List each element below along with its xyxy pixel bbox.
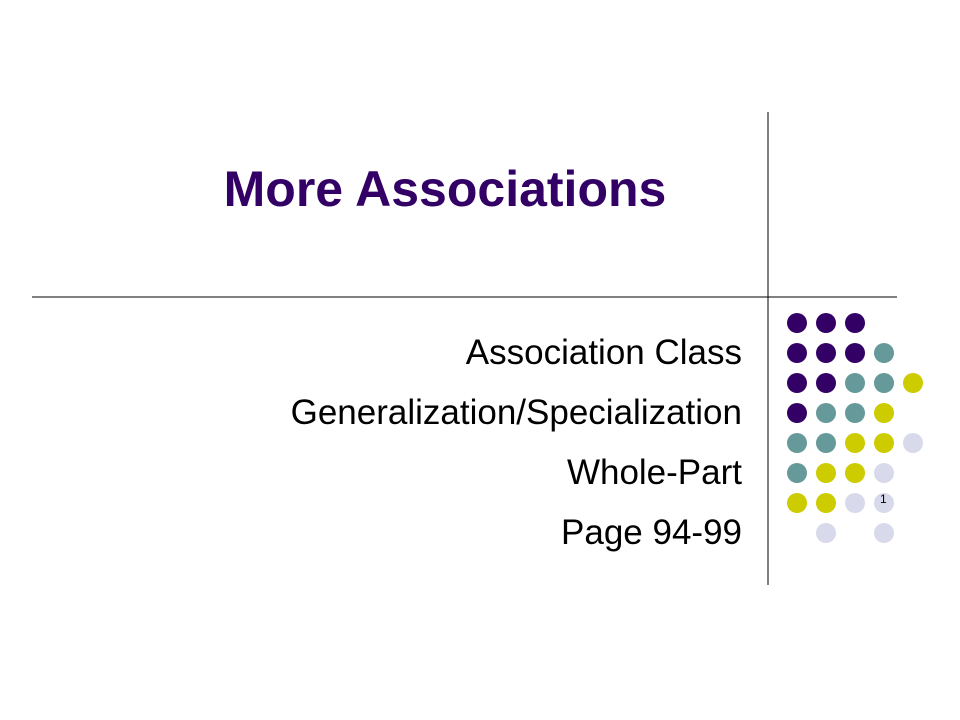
dot <box>816 463 836 483</box>
dot <box>845 373 865 393</box>
subtitle-line: Page 94-99 <box>561 513 742 552</box>
dot <box>845 403 865 423</box>
dot <box>787 433 807 453</box>
dot <box>874 403 894 423</box>
dot <box>816 523 836 543</box>
dot <box>845 493 865 513</box>
dot <box>787 373 807 393</box>
dot <box>816 433 836 453</box>
dot <box>874 463 894 483</box>
dot <box>874 373 894 393</box>
dot <box>903 433 923 453</box>
dot <box>816 403 836 423</box>
dot <box>787 493 807 513</box>
subtitle-line: Generalization/Specialization <box>290 393 742 432</box>
dot <box>874 433 894 453</box>
dot <box>874 343 894 363</box>
dot <box>816 493 836 513</box>
dot <box>845 463 865 483</box>
subtitle-line: Whole-Part <box>566 453 742 492</box>
dot <box>816 373 836 393</box>
dot <box>816 343 836 363</box>
title: More Associations <box>223 161 667 217</box>
dot <box>845 343 865 363</box>
slide-number: 1 <box>880 492 887 506</box>
dot <box>787 343 807 363</box>
dot <box>816 313 836 333</box>
dot <box>787 313 807 333</box>
dot <box>787 463 807 483</box>
dot <box>787 403 807 423</box>
dot <box>845 313 865 333</box>
dot <box>903 373 923 393</box>
dot <box>874 493 894 513</box>
dot <box>845 433 865 453</box>
dot <box>874 523 894 543</box>
subtitle-line: Association Class <box>465 333 742 372</box>
